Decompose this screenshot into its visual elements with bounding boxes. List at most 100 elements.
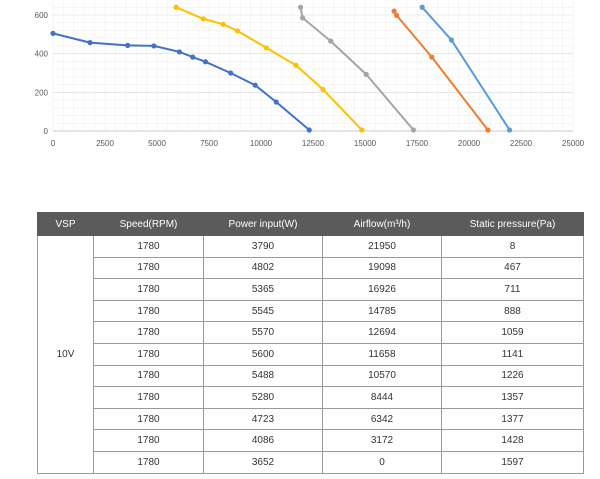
static-pressure-cell: 888 — [441, 299, 584, 323]
y-tick-label: 0 — [44, 127, 49, 136]
static-pressure-cell: 1226 — [441, 364, 584, 388]
data-point — [394, 12, 400, 18]
data-point — [87, 40, 93, 46]
speed-cell: 1780 — [93, 256, 204, 280]
y-tick-label: 600 — [35, 11, 49, 20]
data-point — [448, 37, 455, 43]
x-tick-label: 22500 — [510, 139, 533, 148]
airflow-cell: 21950 — [322, 235, 442, 258]
x-tick-label: 17500 — [406, 139, 429, 148]
static-pressure-cell: 8 — [441, 235, 584, 258]
power-cell: 3652 — [203, 450, 323, 474]
data-point — [202, 59, 209, 65]
power-cell: 5600 — [203, 342, 323, 366]
data-point — [125, 42, 131, 48]
data-point — [320, 86, 326, 93]
static-pressure-cell: 1141 — [441, 342, 584, 366]
power-cell: 4086 — [203, 429, 323, 452]
data-point — [176, 49, 183, 55]
data-point — [190, 54, 196, 60]
speed-cell: 1780 — [93, 386, 204, 409]
data-point — [363, 71, 369, 77]
data-point — [506, 127, 513, 133]
power-cell: 5570 — [203, 321, 323, 344]
table-row: 1780 4802 19098 467 — [38, 256, 584, 280]
data-point — [293, 62, 299, 68]
speed-cell: 1780 — [93, 299, 204, 323]
airflow-cell: 19098 — [322, 256, 442, 280]
y-tick-label: 400 — [35, 50, 49, 59]
airflow-cell: 10570 — [322, 364, 442, 388]
series-line-5 — [421, 6, 511, 131]
data-point — [359, 127, 365, 133]
series-line-3 — [299, 7, 415, 131]
data-point — [391, 8, 397, 14]
power-cell: 4802 — [203, 256, 323, 280]
speed-cell: 1780 — [93, 450, 204, 474]
table-row: 1780 4086 3172 1428 — [38, 429, 584, 452]
grid — [52, 0, 574, 132]
x-tick-label: 0 — [51, 139, 56, 148]
power-cell: 4723 — [203, 407, 323, 431]
y-tick-label: 200 — [35, 88, 49, 97]
chart-canvas: 0 2500 5000 7500 10000 12500 15000 17500 20000 22… — [35, 0, 585, 148]
data-point — [485, 127, 491, 133]
static-pressure-cell: 1377 — [441, 407, 584, 431]
static-pressure-cell: 711 — [441, 278, 584, 301]
x-tick-label: 15000 — [354, 139, 377, 148]
static-pressure-cell: 467 — [441, 256, 584, 280]
series-line-2 — [175, 6, 363, 131]
speed-cell: 1780 — [93, 407, 204, 431]
speed-cell: 1780 — [93, 235, 204, 258]
table-row: 1780 5280 8444 1357 — [38, 386, 584, 409]
table-row: 1780 5488 10570 1226 — [38, 364, 584, 388]
table-row: 1780 4723 6342 1377 — [38, 407, 584, 431]
data-point — [220, 21, 226, 27]
data-point — [151, 43, 157, 49]
airflow-cell: 8444 — [322, 386, 442, 409]
x-tick-label: 10000 — [250, 139, 273, 148]
data-point — [200, 16, 206, 22]
data-point — [410, 127, 417, 133]
header-static-pressure: Static pressure(Pa) — [441, 212, 584, 236]
tick-labels: 0 2500 5000 7500 10000 12500 15000 17500 20000 22… — [35, 11, 585, 148]
data-point — [273, 99, 279, 105]
data-point — [306, 127, 312, 133]
power-cell: 5365 — [203, 278, 323, 301]
data-point — [300, 15, 306, 21]
x-tick-label: 25000 — [562, 139, 585, 148]
airflow-cell: 0 — [322, 450, 442, 474]
power-cell: 5488 — [203, 364, 323, 388]
header-speed: Speed(RPM) — [93, 212, 204, 236]
speed-cell: 1780 — [93, 342, 204, 366]
table-row: 1780 5600 11658 1141 — [38, 342, 584, 366]
speed-cell: 1780 — [93, 321, 204, 344]
x-tick-label: 12500 — [302, 139, 325, 148]
speed-cell: 1780 — [93, 278, 204, 301]
power-cell: 5545 — [203, 299, 323, 323]
data-point — [50, 30, 56, 36]
speed-cell: 1780 — [93, 364, 204, 388]
performance-table: VSP Speed(RPM) Power input(W) Airflow(m³… — [37, 212, 584, 474]
table-row: 1780 5570 12694 1059 — [38, 321, 584, 344]
fan-curve-chart: 0 2500 5000 7500 10000 12500 15000 17500 20000 22… — [0, 0, 600, 160]
data-point — [429, 54, 435, 60]
table-row: 1780 5545 14785 888 — [38, 299, 584, 323]
data-point — [328, 38, 334, 44]
power-cell: 5280 — [203, 386, 323, 409]
data-point — [297, 4, 304, 10]
table-row: 10V 1780 3790 21950 8 — [37, 235, 584, 474]
data-point — [263, 45, 270, 51]
table-header-row: VSP Speed(RPM) Power input(W) Airflow(m³… — [37, 212, 584, 236]
vsp-cell: 10V — [37, 235, 94, 474]
table-row: 1780 3652 0 1597 — [38, 450, 584, 474]
header-vsp: VSP — [37, 212, 94, 236]
static-pressure-cell: 1597 — [441, 450, 584, 474]
airflow-cell: 6342 — [322, 407, 442, 431]
x-tick-label: 5000 — [148, 139, 166, 148]
header-power: Power input(W) — [203, 212, 323, 236]
data-point — [173, 4, 179, 10]
static-pressure-cell: 1357 — [441, 386, 584, 409]
airflow-cell: 14785 — [322, 299, 442, 323]
data-point — [234, 28, 241, 34]
